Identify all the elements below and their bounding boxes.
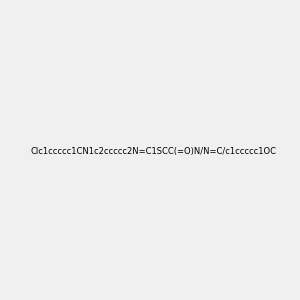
Text: Clc1ccccc1CN1c2ccccc2N=C1SCC(=O)N/N=C/c1ccccc1OC: Clc1ccccc1CN1c2ccccc2N=C1SCC(=O)N/N=C/c1… [31, 147, 277, 156]
